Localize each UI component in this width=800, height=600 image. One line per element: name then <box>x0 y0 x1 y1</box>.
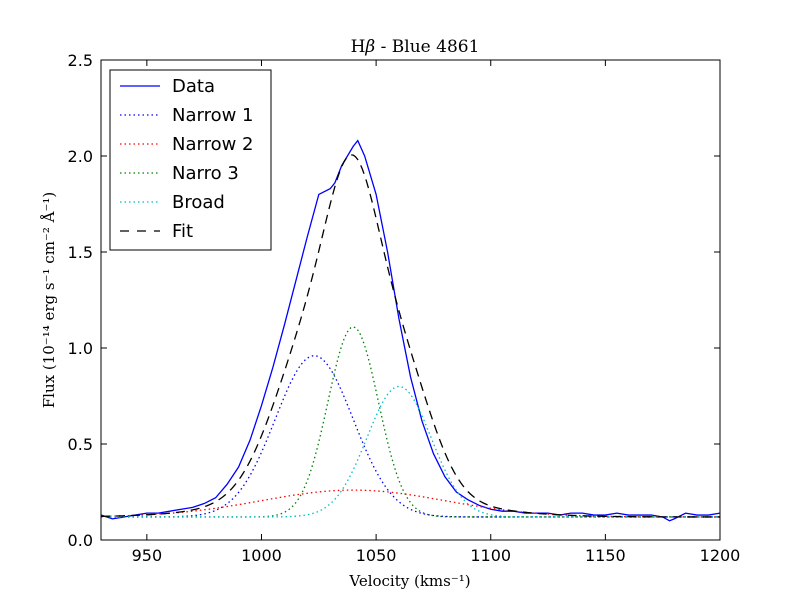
tick-layer: 950 1000 1050 1100 1150 1200 0.0 0.5 1.0 1.5 2.0 2.… <box>68 51 741 565</box>
legend-label: Narro 3 <box>172 163 239 184</box>
legend-label: Narrow 2 <box>172 134 254 155</box>
series-line-narrow-2 <box>101 489 720 518</box>
x-tick-label: 1050 <box>356 546 397 565</box>
y-tick-label: 2.5 <box>68 51 93 70</box>
y-tick-label: 1.0 <box>68 339 93 358</box>
legend-label: Fit <box>172 221 193 242</box>
y-tick-label: 0.0 <box>68 531 93 550</box>
legend-label: Narrow 1 <box>172 105 254 126</box>
x-tick-label: 950 <box>132 546 163 565</box>
series-line-data <box>101 139 720 522</box>
x-tick-label: 1200 <box>700 546 741 565</box>
y-tick-label: 2.0 <box>68 147 93 166</box>
y-tick-label: 0.5 <box>68 435 93 454</box>
legend: Data Narrow 1 Narrow 2 Narro 3 Broad Fit <box>109 69 272 251</box>
legend-box <box>109 69 272 251</box>
legend-label: Broad <box>172 192 225 213</box>
x-tick-label: 1150 <box>585 546 626 565</box>
legend-label: Data <box>172 76 215 97</box>
series-line-fit <box>101 154 720 518</box>
chart-title: Hβ - Blue 4861 <box>351 37 480 57</box>
x-tick-label: 1000 <box>241 546 282 565</box>
y-tick-label: 1.5 <box>68 243 93 262</box>
series-layer <box>101 139 720 522</box>
x-axis-label: Velocity (kms⁻¹) <box>348 572 470 590</box>
x-tick-label: 1100 <box>470 546 511 565</box>
y-axis-label: Flux (10⁻¹⁴ erg s⁻¹ cm⁻² Å⁻¹) <box>40 192 58 409</box>
plot-frame <box>100 59 721 541</box>
